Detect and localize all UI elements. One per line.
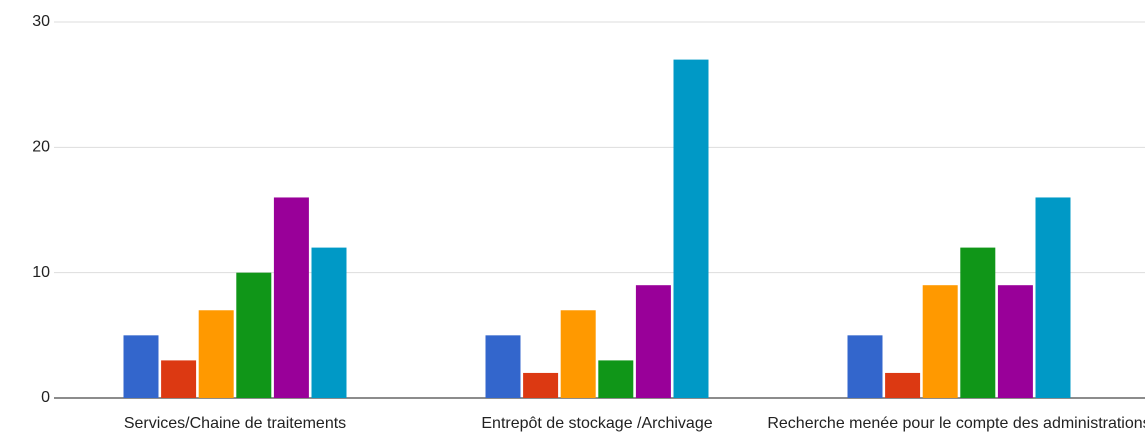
y-tick-label: 30 (32, 13, 50, 30)
bar (922, 285, 958, 398)
x-tick-label: Entrepôt de stockage /Archivage (481, 415, 712, 432)
bar (198, 310, 234, 398)
bar (997, 285, 1033, 398)
bar (236, 272, 272, 398)
y-tick-label: 20 (32, 139, 50, 156)
bar (960, 247, 996, 398)
y-tick-label: 0 (41, 389, 50, 406)
bar (673, 59, 709, 398)
bar (560, 310, 596, 398)
bar (1035, 197, 1071, 398)
bar (847, 335, 883, 398)
bar (311, 247, 347, 398)
bar (523, 372, 559, 398)
bar (273, 197, 309, 398)
bar (123, 335, 159, 398)
x-tick-label: Recherche menée pour le compte des admin… (767, 415, 1145, 432)
bar (598, 360, 634, 398)
y-tick-label: 10 (32, 264, 50, 281)
bar (485, 335, 521, 398)
x-tick-label: Services/Chaine de traitements (124, 415, 346, 432)
bar (161, 360, 197, 398)
bar (635, 285, 671, 398)
bar (885, 372, 921, 398)
